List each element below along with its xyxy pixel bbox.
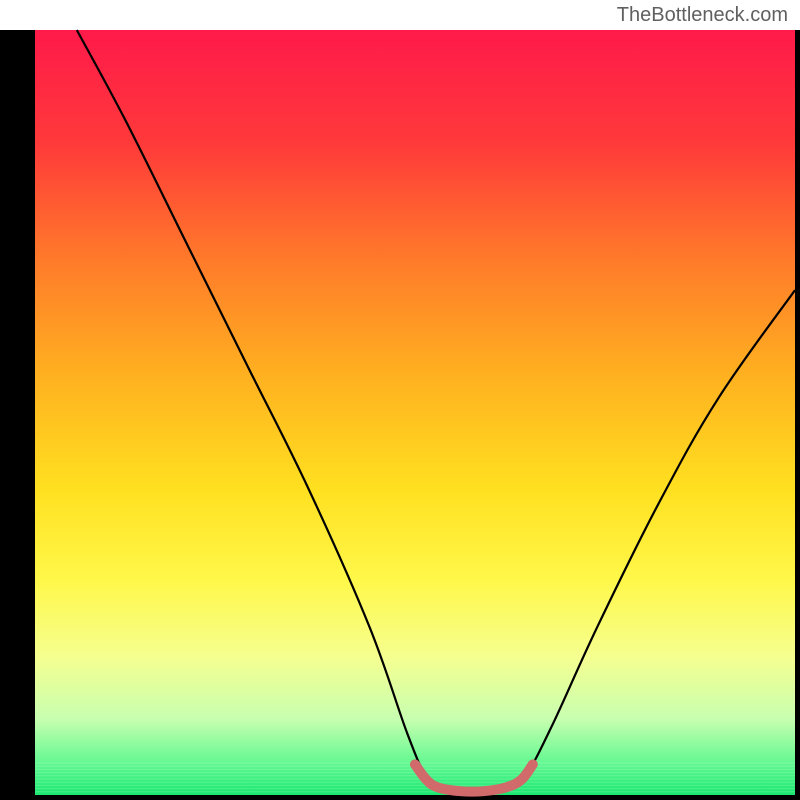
watermark-text: TheBottleneck.com (617, 4, 788, 27)
right-border (795, 30, 800, 800)
chart-canvas (0, 0, 800, 800)
bottom-border (0, 795, 800, 800)
bottleneck-chart: TheBottleneck.com (0, 0, 800, 800)
left-axis-border (0, 30, 35, 800)
gradient-background (35, 30, 795, 795)
